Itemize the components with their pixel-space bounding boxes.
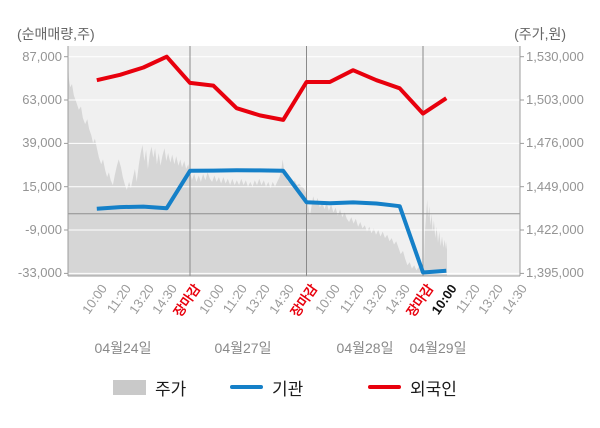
x-date-label: 04월27일: [214, 340, 272, 356]
price-area-swatch: [113, 379, 146, 395]
left-axis-tick: -33,000: [17, 265, 62, 281]
right-axis-tick: 1,449,000: [526, 178, 584, 194]
right-axis-tick: 1,395,000: [526, 265, 584, 281]
legend-item-price: 주가: [113, 376, 187, 399]
price-area-series: [68, 59, 447, 277]
line-series-institution: [96, 168, 447, 275]
right-axis-title: (주가,원): [514, 26, 566, 42]
left-axis-tick: 39,000: [22, 135, 62, 151]
legend-item-institution: 기관: [230, 376, 304, 399]
left-axis-tick: -9,000: [25, 222, 62, 238]
x-date-label: 04월28일: [336, 340, 394, 356]
right-axis-tick: 1,476,000: [526, 135, 584, 151]
foreigner-line-swatch: [368, 385, 401, 389]
left-axis-title: (순매매량,주): [17, 26, 95, 42]
left-axis-tick: 87,000: [22, 48, 62, 64]
left-axis-tick: 15,000: [22, 178, 62, 194]
right-axis-tick: 1,422,000: [526, 222, 584, 238]
right-axis-tick: 1,530,000: [526, 48, 584, 64]
legend-label-institution: 기관: [272, 379, 304, 399]
legend-item-foreigner: 외국인: [368, 376, 457, 399]
left-axis-tick: 63,000: [22, 92, 62, 108]
line-series-foreigner: [96, 54, 448, 122]
legend-label-price: 주가: [155, 379, 187, 399]
x-date-label: 04월29일: [409, 340, 467, 356]
legend-label-foreigner: 외국인: [410, 379, 457, 399]
right-axis-tick: 1,503,000: [526, 92, 584, 108]
institution-line-swatch: [230, 385, 263, 389]
x-date-label: 04월24일: [94, 340, 152, 356]
